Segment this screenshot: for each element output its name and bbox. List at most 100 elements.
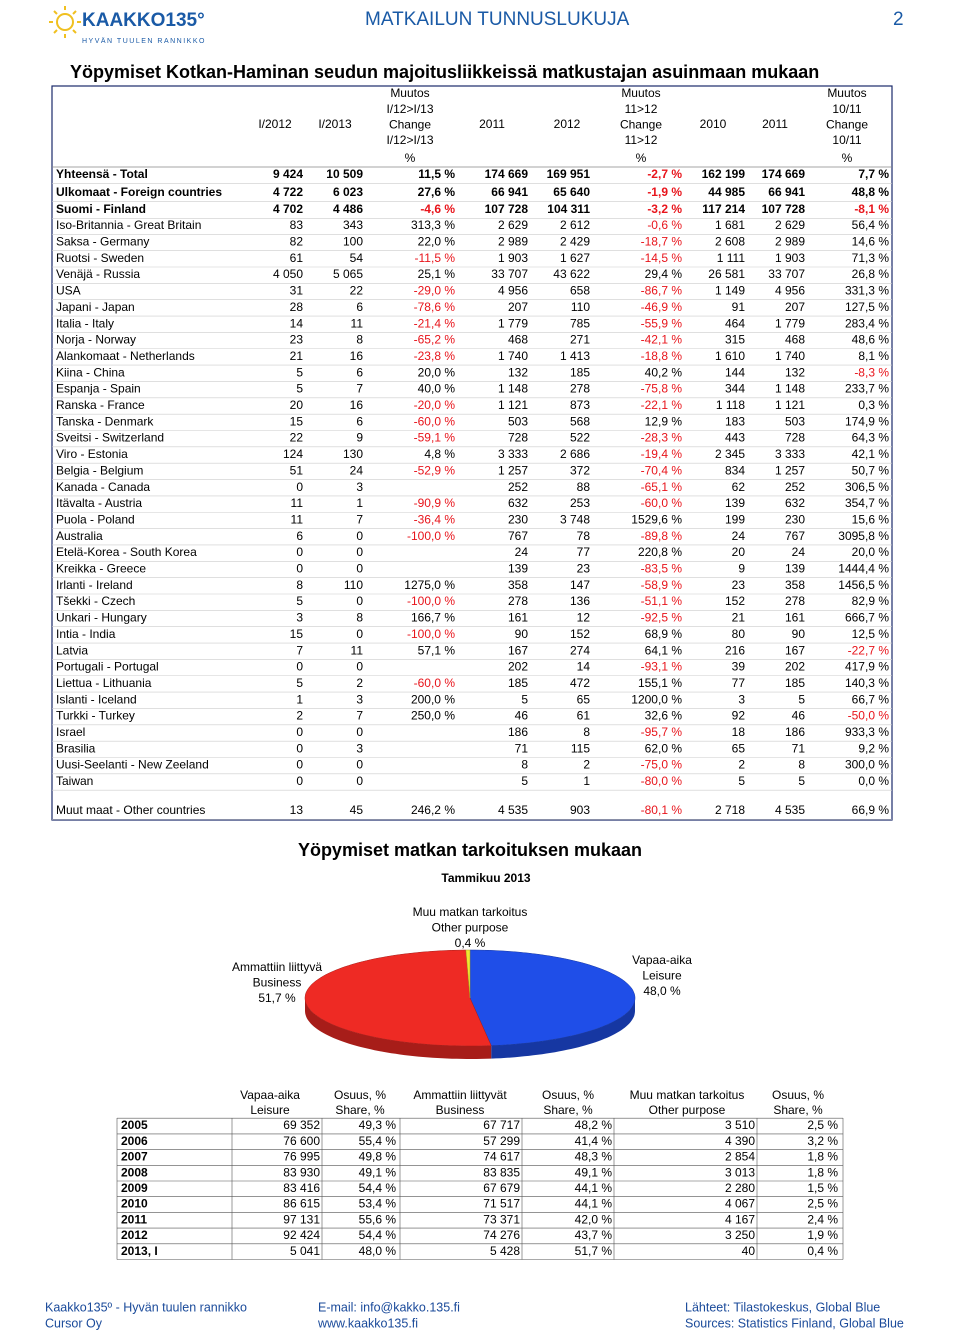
cell: 45	[350, 803, 364, 817]
cell: 1	[356, 496, 363, 510]
cell: 8	[356, 333, 363, 347]
cell: -0,6 %	[647, 218, 682, 232]
cell: 1456,5 %	[838, 578, 889, 592]
cell: 202	[508, 660, 528, 674]
cell: 358	[785, 578, 805, 592]
chart-subtitle: Tammikuu 2013	[441, 871, 530, 885]
cell: 1 903	[775, 251, 805, 265]
pie-label: Business	[253, 976, 302, 990]
row-label: Espanja - Spain	[56, 382, 141, 396]
cell: 728	[785, 431, 805, 445]
cell: 3	[356, 692, 363, 706]
cell: 1 148	[775, 382, 805, 396]
cell: 522	[570, 431, 590, 445]
cell: 167	[508, 643, 528, 657]
cell: 5	[296, 676, 303, 690]
history-header: Share, %	[335, 1103, 385, 1117]
cell: 464	[725, 316, 745, 330]
cell: 7	[296, 643, 303, 657]
cell: 202	[785, 660, 805, 674]
cell: 1 610	[715, 349, 745, 363]
cell: 0	[296, 562, 303, 576]
cell: 253	[570, 496, 590, 510]
cell: 0,3 %	[858, 398, 889, 412]
cell: 90	[792, 627, 806, 641]
history-cell: 5 428	[490, 1244, 520, 1258]
column-header: Muutos	[390, 86, 429, 100]
cell: 0	[296, 545, 303, 559]
history-cell: 86 615	[283, 1197, 320, 1211]
cell: 174 669	[762, 167, 806, 181]
cell: -92,5 %	[641, 611, 683, 625]
cell: 15	[290, 627, 304, 641]
cell: 71,3 %	[852, 251, 890, 265]
cell: 3095,8 %	[838, 529, 889, 543]
cell: 161	[508, 611, 528, 625]
history-header: Share, %	[543, 1103, 593, 1117]
history-year: 2013, I	[121, 1244, 158, 1258]
cell: -8,1 %	[854, 202, 889, 216]
cell: 278	[508, 594, 528, 608]
cell: -70,4 %	[641, 463, 683, 477]
column-header: I/12>I/13	[386, 133, 433, 147]
cell: 71	[515, 741, 529, 755]
row-label: Venäjä - Russia	[56, 267, 140, 281]
cell: 12,9 %	[645, 414, 683, 428]
pie-label: Muu matkan tarkoitus	[413, 905, 528, 919]
pie-label: Other purpose	[432, 921, 509, 935]
cell: -1,9 %	[647, 185, 682, 199]
cell: 1 903	[498, 251, 528, 265]
cell: 18	[732, 725, 746, 739]
cell: -36,4 %	[414, 512, 456, 526]
cell: 8	[356, 611, 363, 625]
history-cell: 92 424	[283, 1228, 320, 1242]
cell: 343	[343, 218, 363, 232]
cell: -93,1 %	[641, 660, 683, 674]
cell: 9	[738, 562, 745, 576]
cell: 32,6 %	[645, 709, 683, 723]
cell: -86,7 %	[641, 284, 683, 298]
row-label: Kanada - Canada	[56, 480, 150, 494]
row-label: Kiina - China	[56, 365, 125, 379]
cell: 14,6 %	[852, 235, 890, 249]
history-cell: 71 517	[483, 1197, 520, 1211]
cell: 0	[296, 758, 303, 772]
cell: 167	[785, 643, 805, 657]
row-label: Ranska - France	[56, 398, 145, 412]
cell: 185	[570, 365, 590, 379]
column-header: I/2012	[258, 117, 292, 131]
cell: 9	[356, 431, 363, 445]
table-border	[51, 85, 893, 821]
cell: 4 050	[273, 267, 303, 281]
cell: -95,7 %	[641, 725, 683, 739]
row-label: USA	[56, 284, 81, 298]
cell: 130	[343, 447, 363, 461]
cell: 1 627	[560, 251, 590, 265]
column-header: Muutos	[621, 86, 660, 100]
history-cell: 57 299	[483, 1134, 520, 1148]
history-cell: 67 717	[483, 1118, 520, 1132]
cell: -80,1 %	[641, 803, 683, 817]
column-header: Change	[620, 117, 662, 131]
cell: 6	[356, 365, 363, 379]
history-cell: 55,6 %	[359, 1212, 397, 1226]
cell: 61	[577, 709, 591, 723]
history-year: 2010	[121, 1197, 148, 1211]
cell: 185	[508, 676, 528, 690]
row-label: Sveitsi - Switzerland	[56, 431, 164, 445]
cell: 132	[785, 365, 805, 379]
history-cell: 54,4 %	[359, 1228, 397, 1242]
cell: 11	[351, 643, 364, 657]
cell: -55,9 %	[641, 316, 683, 330]
history-year: 2008	[121, 1165, 148, 1179]
cell: 306,5 %	[845, 480, 889, 494]
cell: -3,2 %	[647, 202, 682, 216]
history-year: 2011	[121, 1212, 147, 1226]
cell: 23	[577, 562, 591, 576]
cell: 21	[290, 349, 304, 363]
cell: 417,9 %	[845, 660, 889, 674]
cell: 21	[732, 611, 746, 625]
history-cell: 49,1 %	[359, 1165, 397, 1179]
cell: 230	[508, 512, 528, 526]
cell: 1 257	[498, 463, 528, 477]
